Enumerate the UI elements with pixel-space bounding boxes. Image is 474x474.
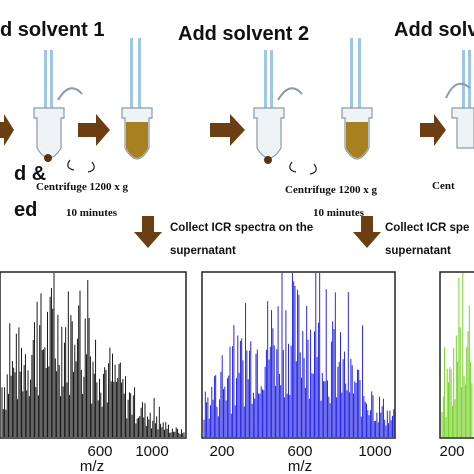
rotation-icon [289, 161, 317, 175]
step-title: d solvent 1 [0, 19, 104, 41]
arrow [78, 114, 110, 146]
tick-label: 600 [87, 443, 112, 460]
step-title: Add solvent 2 [178, 23, 309, 45]
tick-label: 200 [209, 443, 234, 460]
tick-label: 1000 [358, 443, 391, 460]
tube-filled [341, 38, 373, 160]
down-arrow [353, 216, 381, 248]
spectrum [1, 273, 185, 437]
tube-empty [253, 50, 303, 164]
axis-label: m/z [80, 458, 104, 474]
collect: Collect ICR spe [385, 222, 469, 234]
collect: supernatant [385, 245, 451, 257]
tube-empty [445, 50, 474, 149]
note: ed [14, 199, 37, 221]
tick-label: 600 [287, 443, 312, 460]
axis-label: m/z [288, 458, 312, 474]
centrifuge: Cent [432, 180, 455, 192]
arrow [0, 114, 14, 146]
duration: 10 minutes [66, 207, 118, 219]
titles: d solvent 1 Add solvent 2 Add solvent [0, 19, 474, 45]
collect: Collect ICR spectra on the [170, 222, 313, 234]
arrow [420, 114, 446, 146]
down-arrow [134, 216, 162, 248]
spectrum-panel [201, 271, 396, 439]
arrow [210, 114, 245, 146]
spectrum-panel [439, 271, 474, 439]
spectrum [203, 273, 395, 437]
tube-empty [33, 50, 83, 162]
tick-label: 1000 [135, 443, 168, 460]
centrifuge: Centrifuge 1200 x g [36, 181, 128, 193]
step-title: Add solvent [394, 19, 474, 41]
tubes [33, 38, 474, 175]
spectrum [441, 273, 473, 437]
spectrum-panel [0, 271, 187, 439]
arrows [0, 114, 446, 248]
tube-filled [121, 38, 153, 160]
collect: supernatant [170, 245, 236, 257]
tick-label: 200 [439, 443, 464, 460]
rotation-icon [67, 159, 95, 173]
duration: 10 minutes [313, 207, 365, 219]
centrifuge: Centrifuge 1200 x g [285, 184, 377, 196]
note: d & [14, 163, 46, 185]
